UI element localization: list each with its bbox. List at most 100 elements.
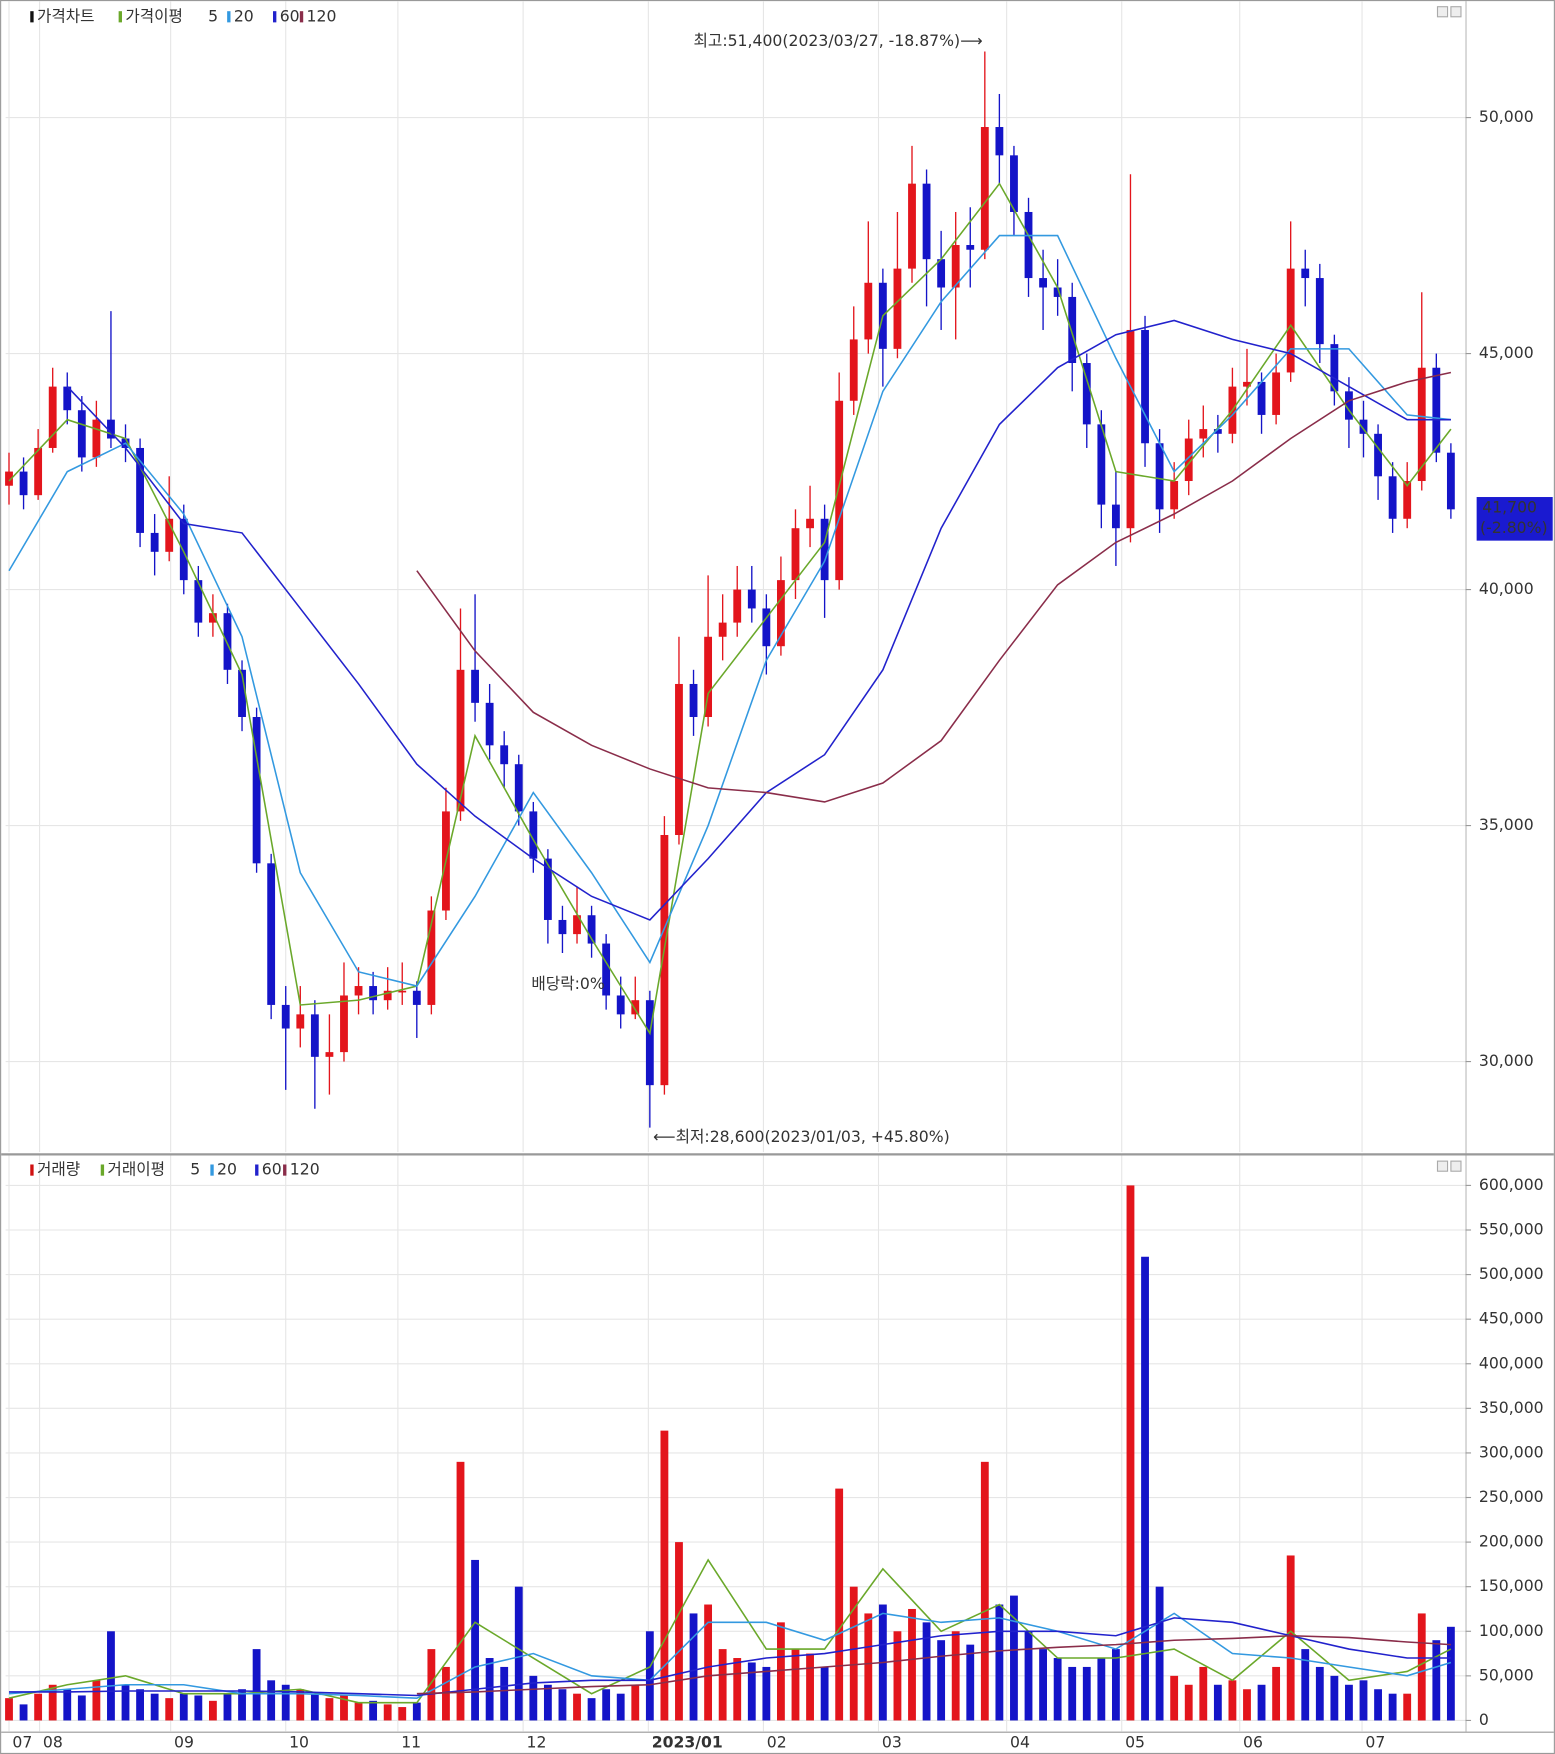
volume-bar — [77, 1695, 86, 1721]
volume-bar — [514, 1586, 523, 1721]
candle-body — [675, 683, 683, 836]
volume-bar — [849, 1586, 858, 1721]
moving-average-line — [8, 182, 1452, 1036]
legend-swatch — [299, 11, 304, 23]
y-tick-label: 50,000 — [1479, 107, 1534, 126]
volume-bar — [1315, 1666, 1324, 1721]
candle-body — [1126, 329, 1135, 529]
y-tick-label: 300,000 — [1479, 1442, 1544, 1461]
candle-body — [1111, 504, 1120, 529]
volume-bar — [5, 1698, 13, 1721]
volume-bar — [1199, 1666, 1208, 1721]
legend-ma-label: 가격이평 — [125, 6, 183, 25]
candle-body — [92, 419, 101, 458]
candle-body — [1257, 381, 1266, 415]
volume-bar — [573, 1693, 581, 1721]
volume-bar — [980, 1461, 989, 1721]
volume-bar — [1097, 1658, 1106, 1721]
volume-bar — [354, 1702, 363, 1721]
candle-body — [1213, 429, 1222, 434]
volume-bar — [616, 1693, 625, 1721]
candle-body — [1374, 433, 1382, 477]
volume-bar — [704, 1604, 713, 1721]
candle-body — [1417, 367, 1426, 482]
volume-bar — [806, 1653, 814, 1721]
volume-bar — [19, 1704, 28, 1721]
volume-bar — [1243, 1689, 1251, 1721]
candle-body — [208, 613, 217, 623]
volume-bar — [252, 1649, 261, 1721]
candle-body — [398, 990, 407, 993]
volume-bar — [820, 1666, 829, 1721]
candle-body — [602, 943, 611, 996]
legend-entry: 20 — [217, 1160, 237, 1179]
x-tick-label: 05 — [1125, 1732, 1145, 1751]
candle-body — [573, 915, 581, 935]
candle-body — [1301, 268, 1310, 279]
candle-body — [34, 447, 43, 496]
candle-body — [587, 915, 596, 944]
minimize-button[interactable] — [1436, 6, 1449, 18]
candle-body — [937, 259, 946, 288]
minimize-button[interactable] — [1436, 1160, 1449, 1172]
volume-bar — [733, 1658, 742, 1721]
candle-body — [1272, 372, 1281, 415]
candle-body — [849, 339, 858, 401]
legend-ma-label: 거래이평 — [107, 1160, 165, 1179]
volume-bar — [1039, 1649, 1047, 1721]
volume-bar — [63, 1689, 72, 1721]
window-buttons[interactable] — [1436, 6, 1462, 1172]
candle-body — [1330, 344, 1339, 392]
y-tick-label: 40,000 — [1479, 579, 1534, 598]
volume-bar — [1111, 1649, 1120, 1721]
candle-body — [718, 622, 727, 637]
x-tick-label: 12 — [526, 1732, 546, 1751]
candle-body — [165, 518, 174, 552]
legend-entry: 5 — [208, 6, 218, 25]
x-tick-label: 11 — [401, 1732, 421, 1751]
volume-bar — [1213, 1684, 1222, 1721]
y-tick-label: 35,000 — [1479, 815, 1534, 834]
volume-bar — [121, 1684, 130, 1721]
candle-body — [704, 636, 713, 718]
candle-body — [922, 183, 931, 260]
candle-body — [543, 858, 552, 920]
candle-body — [689, 683, 698, 718]
volume-bar — [1082, 1666, 1091, 1721]
candle-body — [179, 518, 188, 581]
current-price: 41,700 — [1482, 498, 1537, 517]
candle-body — [1403, 481, 1412, 519]
candle-body — [616, 995, 625, 1015]
candle-body — [1024, 211, 1033, 279]
volume-bar — [1010, 1595, 1018, 1721]
volume-bar — [281, 1684, 290, 1721]
candle-body — [383, 990, 392, 1001]
candle-body — [660, 835, 669, 1086]
close-button[interactable] — [1450, 1160, 1462, 1172]
volume-bar — [383, 1704, 392, 1721]
candle-body — [1082, 363, 1091, 425]
volume-bar — [908, 1608, 916, 1721]
candle-body — [485, 702, 494, 746]
volume-bar — [1024, 1631, 1033, 1721]
moving-average-line — [416, 371, 1452, 803]
volume-bar — [1141, 1256, 1149, 1721]
candle-body — [281, 1004, 290, 1029]
legend-swatch — [227, 11, 231, 23]
volume-bar — [1374, 1689, 1382, 1721]
candle-body — [310, 1014, 319, 1057]
volume-bar — [543, 1684, 552, 1721]
candle-body — [77, 410, 86, 458]
legend-entry: 60 — [262, 1160, 282, 1179]
close-button[interactable] — [1450, 6, 1462, 18]
candle-body — [1199, 429, 1208, 439]
volume-bar — [34, 1693, 43, 1721]
candle-body — [1039, 278, 1047, 288]
volume-bar — [340, 1695, 348, 1721]
x-tick-label: 10 — [289, 1732, 309, 1751]
volume-bar — [456, 1461, 465, 1721]
candle-body — [1432, 367, 1441, 453]
candle-body — [267, 863, 276, 1005]
volume-bar — [791, 1649, 800, 1721]
volume-bar — [1068, 1666, 1077, 1721]
